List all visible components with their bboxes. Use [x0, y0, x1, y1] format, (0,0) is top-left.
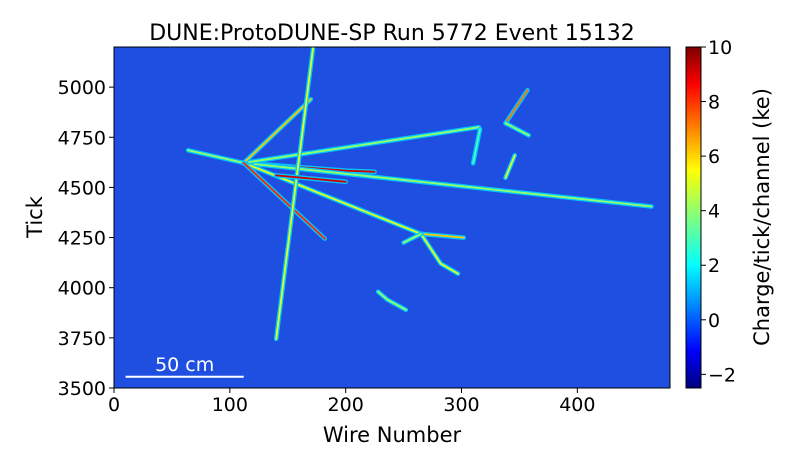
colorbar-tick-label: 0 [708, 310, 720, 332]
y-tick-label: 4500 [58, 177, 106, 199]
track [472, 128, 481, 165]
colorbar-tick-label: 8 [708, 92, 720, 114]
colorbar-label: Charge/tick/channel (ke) [750, 88, 774, 346]
x-tick-label: 300 [443, 394, 479, 416]
chart-title: DUNE:ProtoDUNE-SP Run 5772 Event 15132 [149, 21, 635, 46]
track [504, 154, 516, 179]
x-axis-label: Wire Number [323, 423, 462, 447]
colorbar [685, 46, 702, 389]
y-axis-label: Tick [23, 195, 47, 239]
track [242, 161, 326, 240]
track [377, 290, 407, 311]
plot-background [114, 47, 670, 388]
track [420, 232, 465, 239]
y-tick-label: 3500 [58, 378, 106, 400]
track [420, 232, 459, 275]
track [242, 98, 312, 164]
colorbar-tick-label: 10 [708, 37, 732, 59]
colorbar-tick-label: 6 [708, 146, 720, 168]
track [187, 149, 245, 164]
y-tick-label: 4250 [58, 228, 106, 250]
y-axis: 3500 3750 4000 4250 4500 4750 5000 [58, 77, 114, 400]
track [242, 161, 653, 208]
y-tick-label: 4000 [58, 278, 106, 300]
x-tick-label: 200 [328, 394, 364, 416]
track [275, 47, 315, 340]
y-tick-label: 5000 [58, 77, 106, 99]
scale-bar: 50 cm [125, 354, 244, 378]
x-tick-label: 100 [212, 394, 248, 416]
y-tick-label: 4750 [58, 127, 106, 149]
x-tick-label: 0 [108, 394, 120, 416]
track [275, 174, 347, 183]
scale-bar-label: 50 cm [155, 354, 214, 376]
colorbar-ticks: −2 0 2 4 6 8 10 [701, 37, 736, 386]
track [504, 122, 530, 137]
x-tick-label: 400 [559, 394, 595, 416]
event-tracks [185, 47, 654, 342]
plot-frame [113, 46, 671, 389]
track [504, 89, 529, 125]
x-axis: 0 100 200 300 400 [108, 388, 595, 416]
colorbar-tick-label: 2 [708, 255, 720, 277]
y-tick-label: 3750 [58, 328, 106, 350]
track [242, 161, 422, 235]
colorbar-tick-label: −2 [708, 364, 736, 386]
colorbar-tick-label: 4 [708, 201, 720, 223]
track [242, 126, 480, 164]
track [402, 232, 422, 244]
